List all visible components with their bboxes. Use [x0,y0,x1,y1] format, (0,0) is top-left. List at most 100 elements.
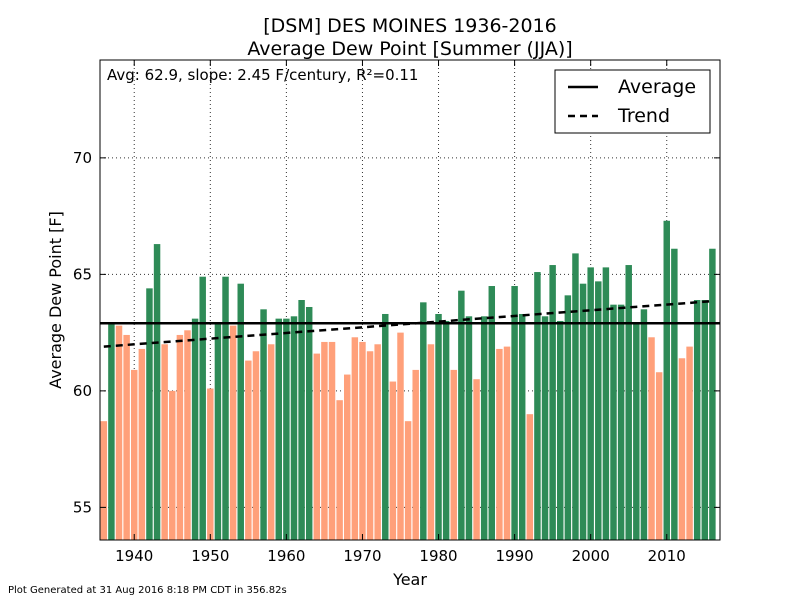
trend-line [103,299,713,348]
bar-1940 [131,369,138,540]
y-tick-label: 65 [73,265,92,283]
bar-1966 [328,341,336,540]
bar-1997 [564,295,572,540]
legend-trend-label: Trend [617,105,670,127]
legend-average-label: Average [618,76,696,98]
bar-2011 [671,248,678,541]
bar-1983 [458,290,465,540]
bar-1970 [359,341,366,540]
chart-title: [DSM] DES MOINES 1936-2016 [263,15,557,37]
bar-1944 [161,344,168,540]
bar-2006 [633,323,640,540]
bar-2005 [625,265,632,540]
bar-1952 [222,276,229,540]
bar-1986 [480,316,488,540]
bar-1992 [526,414,534,540]
bar-1962 [298,300,305,540]
bar-2015 [701,300,709,540]
bar-1963 [305,306,313,540]
bar-1973 [382,313,389,540]
bar-1975 [397,332,404,540]
bar-2000 [587,267,594,540]
chart-subtitle: Average Dew Point [Summer (JJA)] [247,38,572,60]
bar-1979 [427,344,435,540]
bar-1987 [488,286,496,540]
x-tick-label: 2000 [572,547,610,565]
bar-1946 [176,334,184,540]
bar-1977 [412,369,419,540]
x-tick-label: 1940 [115,547,153,565]
bar-2012 [678,358,686,540]
y-tick-label: 70 [73,149,92,167]
bar-1989 [503,346,511,540]
bar-1964 [313,353,321,540]
plot-footer: Plot Generated at 31 Aug 2016 8:18 PM CD… [8,585,287,596]
bar-2008 [648,337,655,540]
plot-frame [99,59,721,541]
bar-1937 [108,323,115,540]
bar-1939 [123,334,130,540]
bar-1980 [435,313,442,540]
bar-1967 [336,400,343,540]
bar-2001 [595,281,602,540]
bar-1953 [229,325,237,540]
bar-1971 [366,351,374,540]
bar-1993 [534,272,541,540]
bar-1945 [169,390,176,540]
bar-1976 [404,421,412,540]
legend-box [554,69,711,134]
bar-1994 [541,316,549,540]
x-axis-label: Year [392,570,427,589]
bar-1941 [138,348,146,540]
bar-1972 [374,344,381,540]
x-tick-label: 1980 [419,547,457,565]
bar-1982 [450,369,457,540]
bar-2007 [640,309,648,540]
bar-2016 [709,248,716,541]
bar-1991 [518,313,526,540]
bar-1958 [267,344,275,540]
bar-1990 [511,286,518,540]
x-tick-label: 2010 [648,547,686,565]
bar-2014 [693,300,701,540]
y-axis-ticks: 55 60 65 70 [73,149,720,516]
bar-1955 [245,360,252,540]
bar-1961 [290,316,298,540]
bar-1995 [549,265,556,540]
bar-series [100,220,716,541]
y-axis-label: Average Dew Point [F] [46,211,65,389]
bar-1948 [191,318,199,540]
stats-annotation: Avg: 62.9, slope: 2.45 F/century, R²=0.1… [107,66,418,84]
bar-1978 [420,302,427,540]
legend: Average Trend [554,69,711,134]
bar-1951 [214,323,222,540]
bar-1956 [252,351,260,540]
bar-1984 [465,316,473,540]
bar-1988 [496,348,503,540]
bar-1965 [321,341,328,540]
x-axis-ticks: 1940 1950 1960 1970 1980 1990 2000 2010 [115,60,686,565]
bar-1942 [146,288,153,540]
bar-1974 [389,381,397,540]
bar-2010 [663,220,670,540]
bar-2002 [602,267,610,540]
bar-2009 [655,372,663,540]
bar-2003 [610,304,617,540]
y-tick-label: 60 [73,382,92,400]
bar-1938 [115,325,123,540]
bar-1950 [207,388,214,540]
bar-1947 [184,330,191,540]
x-tick-label: 1960 [267,547,305,565]
bar-1981 [442,320,450,540]
bar-2004 [617,304,625,540]
y-tick-label: 55 [73,498,92,516]
bar-1959 [275,318,283,540]
bar-1957 [260,309,267,540]
bar-1949 [199,276,206,540]
bar-1999 [579,283,587,540]
reference-lines [100,299,720,348]
x-tick-label: 1990 [496,547,534,565]
bar-1936 [100,421,108,540]
bar-1968 [344,374,351,540]
